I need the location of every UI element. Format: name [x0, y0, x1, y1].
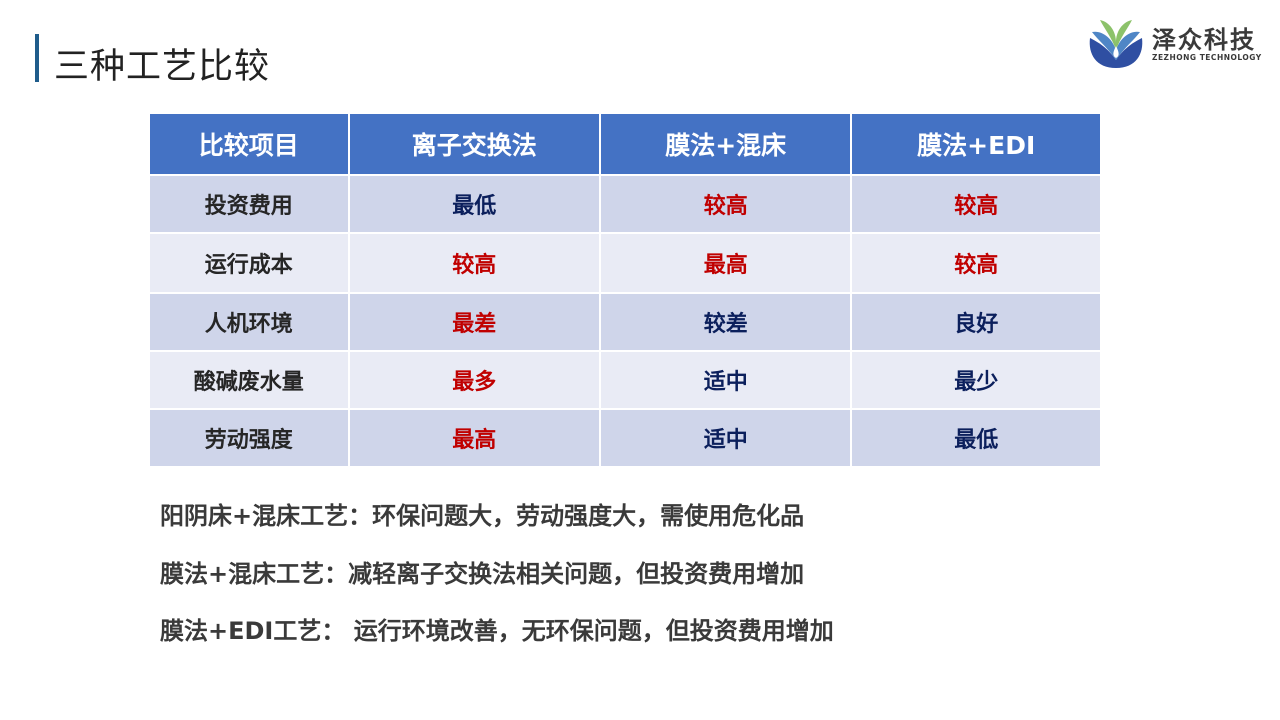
comparison-table: 比较项目 离子交换法 膜法+混床 膜法+EDI 投资费用 最低 较高 较高 运行成本 较高…	[148, 112, 1102, 468]
table-row: 人机环境 最差 较差 良好	[148, 292, 1102, 352]
table-header-row: 比较项目 离子交换法 膜法+混床 膜法+EDI	[148, 112, 1102, 176]
table-row: 劳动强度 最高 适中 最低	[148, 408, 1102, 468]
row-label: 人机环境	[148, 292, 350, 352]
header-cell: 膜法+混床	[598, 112, 853, 176]
page-title: 三种工艺比较	[54, 47, 271, 87]
logo-name-en: ZEZHONG TECHNOLOGY	[1152, 52, 1262, 62]
notes: 阳阴床+混床工艺：环保问题大，劳动强度大，需使用危化品 膜法+混床工艺：减轻离子…	[160, 496, 834, 669]
note-line: 膜法+混床工艺：减轻离子交换法相关问题，但投资费用增加	[160, 559, 805, 588]
table-cell: 最多	[347, 350, 601, 410]
table-row: 酸碱废水量 最多 适中 最少	[148, 350, 1102, 410]
table-cell: 较高	[850, 232, 1102, 294]
logo-name-cn: 泽众科技	[1152, 25, 1256, 54]
table-cell: 最低	[850, 408, 1102, 468]
title-accent-bar	[35, 34, 39, 82]
table-cell: 较高	[850, 174, 1102, 234]
table-cell: 良好	[850, 292, 1102, 352]
table-cell: 适中	[598, 408, 853, 468]
table-cell: 最差	[347, 292, 601, 352]
note-line: 阳阴床+混床工艺：环保问题大，劳动强度大，需使用危化品	[160, 502, 805, 530]
row-label: 投资费用	[148, 174, 350, 234]
header-cell: 离子交换法	[347, 112, 601, 176]
table-cell: 最少	[850, 350, 1102, 410]
table-cell: 较差	[598, 292, 853, 352]
row-label: 劳动强度	[148, 408, 350, 468]
note-line: 膜法+EDI工艺： 运行环境改善，无环保问题，但投资费用增加	[160, 617, 834, 645]
table-row: 投资费用 最低 较高 较高	[148, 174, 1102, 234]
table-cell: 最高	[598, 232, 853, 294]
company-logo: 泽众科技 ZEZHONG TECHNOLOGY	[1086, 16, 1262, 72]
table-cell: 最低	[347, 174, 601, 234]
table-cell: 最高	[347, 408, 601, 468]
table-row: 运行成本 较高 最高 较高	[148, 232, 1102, 294]
lotus-logo-icon	[1089, 20, 1143, 68]
table-cell: 适中	[598, 350, 853, 410]
row-label: 运行成本	[148, 232, 350, 294]
table-cell: 较高	[347, 232, 601, 294]
row-label: 酸碱废水量	[148, 350, 350, 410]
header-cell: 膜法+EDI	[850, 112, 1102, 176]
table-cell: 较高	[598, 174, 853, 234]
header-cell: 比较项目	[148, 112, 350, 176]
